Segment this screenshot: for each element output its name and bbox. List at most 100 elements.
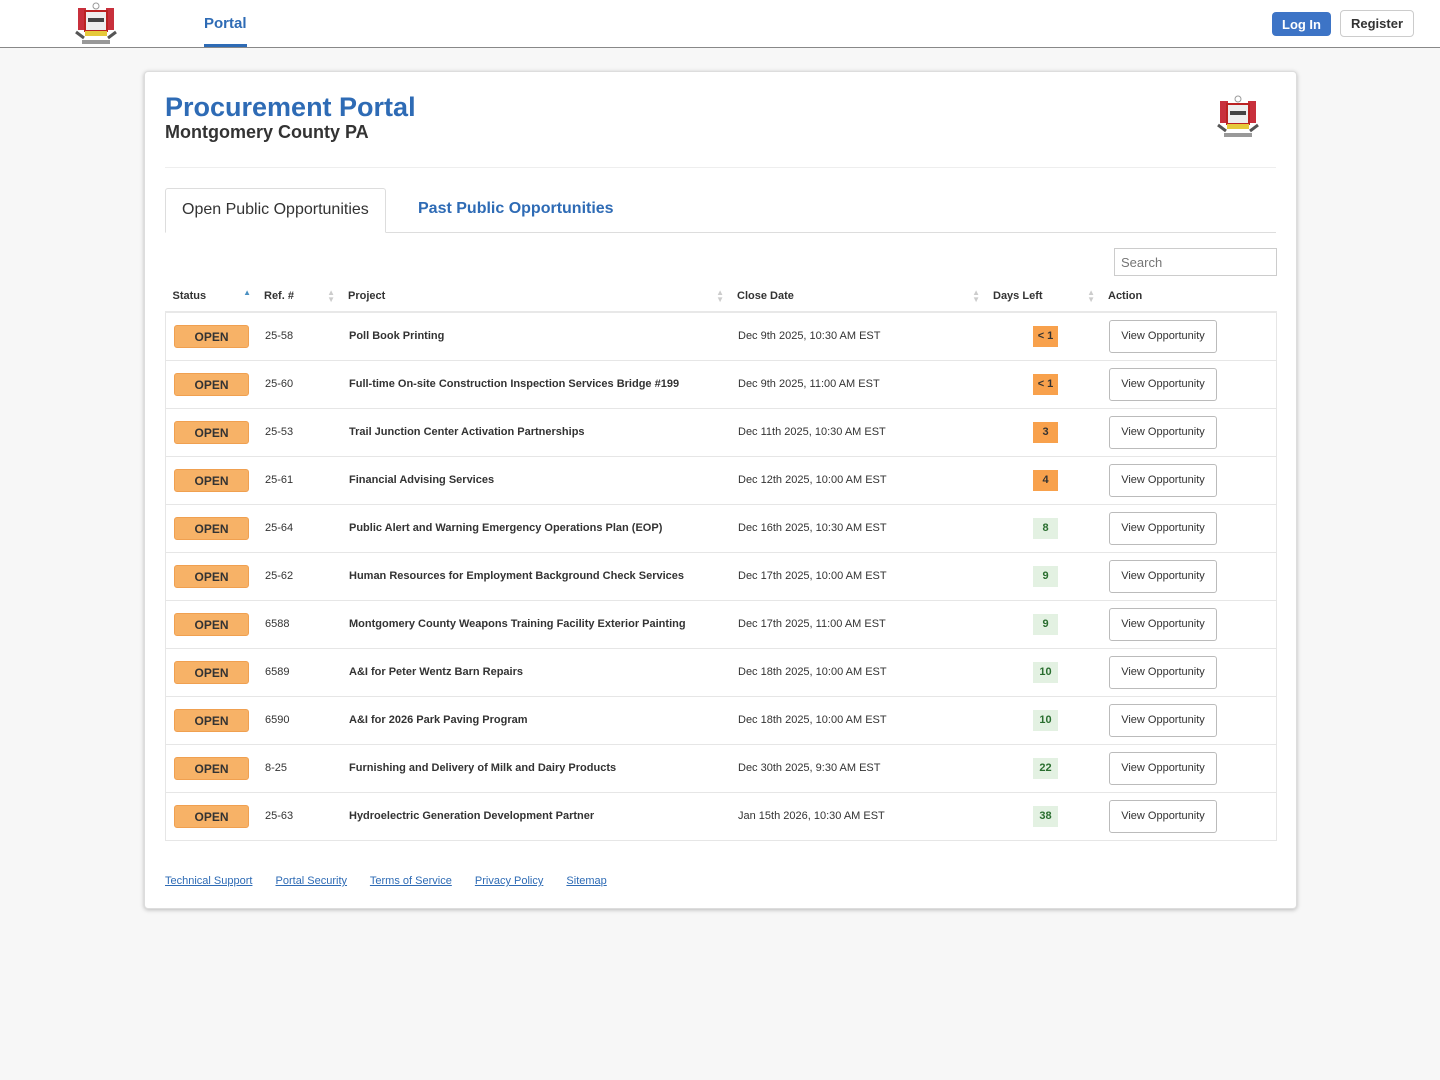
days-left-badge: 8	[1033, 517, 1058, 539]
days-left-badge: < 1	[1033, 325, 1058, 347]
cell-days-left: 9	[986, 551, 1101, 600]
cell-action: View Opportunity	[1101, 791, 1277, 840]
column-label: Days Left	[993, 289, 1043, 302]
view-opportunity-button[interactable]: View Opportunity	[1109, 319, 1217, 353]
status-badge: OPEN	[174, 372, 249, 396]
days-left-badge: 38	[1033, 805, 1058, 827]
cell-action: View Opportunity	[1101, 503, 1277, 552]
cell-status: OPEN	[165, 407, 257, 456]
cell-days-left: 10	[986, 695, 1101, 744]
cell-days-left: 3	[986, 407, 1101, 456]
days-left-badge: 9	[1033, 613, 1058, 635]
link-technical-support[interactable]: Technical Support	[165, 875, 253, 887]
cell-ref: 6588	[257, 599, 341, 648]
cell-status: OPEN	[165, 599, 257, 648]
days-left-badge: 10	[1033, 709, 1058, 731]
portal-card: Procurement Portal Montgomery County PA …	[144, 71, 1297, 909]
view-opportunity-button[interactable]: View Opportunity	[1109, 655, 1217, 689]
cell-close-date: Dec 9th 2025, 10:30 AM EST	[730, 311, 986, 360]
cell-ref: 25-64	[257, 503, 341, 552]
tab-past-opportunities[interactable]: Past Public Opportunities	[418, 200, 614, 217]
table-row: OPEN 6590 A&I for 2026 Park Paving Program…	[165, 695, 1277, 744]
column-header-status[interactable]: Status ▲	[165, 280, 257, 313]
cell-action: View Opportunity	[1101, 551, 1277, 600]
cell-days-left: 10	[986, 647, 1101, 696]
view-opportunity-button[interactable]: View Opportunity	[1109, 607, 1217, 641]
cell-action: View Opportunity	[1101, 599, 1277, 648]
column-header-project[interactable]: Project ▲ ▼	[341, 280, 730, 313]
link-sitemap[interactable]: Sitemap	[566, 875, 607, 887]
cell-project: Full-time On-site Construction Inspectio…	[341, 359, 730, 408]
table-row: OPEN 25-64 Public Alert and Warning Emerge…	[165, 503, 1277, 552]
cell-status: OPEN	[165, 647, 257, 696]
cell-close-date: Jan 15th 2026, 10:30 AM EST	[730, 791, 986, 840]
view-opportunity-button[interactable]: View Opportunity	[1109, 415, 1217, 449]
cell-action: View Opportunity	[1101, 407, 1277, 456]
cell-close-date: Dec 18th 2025, 10:00 AM EST	[730, 695, 986, 744]
cell-project: Montgomery County Weapons Training Facil…	[341, 599, 730, 648]
cell-project: Financial Advising Services	[341, 455, 730, 504]
view-opportunity-button[interactable]: View Opportunity	[1109, 511, 1217, 545]
cell-close-date: Dec 17th 2025, 11:00 AM EST	[730, 599, 986, 648]
cell-project: A&I for 2026 Park Paving Program	[341, 695, 730, 744]
column-header-ref[interactable]: Ref. # ▲ ▼	[257, 280, 341, 313]
cell-project: Human Resources for Employment Backgroun…	[341, 551, 730, 600]
cell-status: OPEN	[165, 311, 257, 360]
cell-close-date: Dec 11th 2025, 10:30 AM EST	[730, 407, 986, 456]
cell-ref: 25-61	[257, 455, 341, 504]
cell-close-date: Dec 16th 2025, 10:30 AM EST	[730, 503, 986, 552]
sort-icon: ▲ ▼	[327, 288, 335, 304]
cell-days-left: 38	[986, 791, 1101, 840]
cell-days-left: < 1	[986, 311, 1101, 360]
cell-status: OPEN	[165, 743, 257, 792]
table-row: OPEN 25-62 Human Resources for Employment …	[165, 551, 1277, 600]
cell-days-left: 22	[986, 743, 1101, 792]
link-portal-security[interactable]: Portal Security	[275, 875, 348, 887]
view-opportunity-button[interactable]: View Opportunity	[1109, 799, 1217, 833]
sort-icon: ▲ ▼	[716, 288, 724, 304]
status-badge: OPEN	[174, 516, 249, 540]
cell-close-date: Dec 18th 2025, 10:00 AM EST	[730, 647, 986, 696]
view-opportunity-button[interactable]: View Opportunity	[1109, 559, 1217, 593]
column-header-action: Action	[1101, 280, 1277, 313]
status-badge: OPEN	[174, 756, 249, 780]
nav-tab-portal[interactable]: Portal	[204, 0, 247, 47]
table-row: OPEN 25-53 Trail Junction Center Activatio…	[165, 407, 1277, 456]
cell-close-date: Dec 9th 2025, 11:00 AM EST	[730, 359, 986, 408]
days-left-badge: 9	[1033, 565, 1058, 587]
sort-icon: ▲ ▼	[972, 288, 980, 304]
view-opportunity-button[interactable]: View Opportunity	[1109, 703, 1217, 737]
column-header-close-date[interactable]: Close Date ▲ ▼	[730, 280, 986, 313]
cell-action: View Opportunity	[1101, 455, 1277, 504]
column-header-days-left[interactable]: Days Left ▲ ▼	[986, 280, 1101, 313]
days-left-badge: 22	[1033, 757, 1058, 779]
cell-close-date: Dec 12th 2025, 10:00 AM EST	[730, 455, 986, 504]
view-opportunity-button[interactable]: View Opportunity	[1109, 463, 1217, 497]
table-row: OPEN 25-60 Full-time On-site Construction …	[165, 359, 1277, 408]
page-subtitle: Montgomery County PA	[165, 122, 369, 142]
link-terms-of-service[interactable]: Terms of Service	[369, 875, 452, 887]
link-privacy-policy[interactable]: Privacy Policy	[474, 875, 544, 887]
cell-action: View Opportunity	[1101, 311, 1277, 360]
cell-ref: 25-58	[257, 311, 341, 360]
table-row: OPEN 25-61 Financial Advising Services Dec …	[165, 455, 1277, 504]
table-row: OPEN 8-25 Furnishing and Delivery of Milk …	[165, 743, 1277, 792]
cell-days-left: 9	[986, 599, 1101, 648]
county-seal-logo[interactable]	[74, 2, 118, 46]
view-opportunity-button[interactable]: View Opportunity	[1109, 367, 1217, 401]
county-seal-image	[1216, 95, 1260, 139]
status-badge: OPEN	[174, 660, 249, 684]
divider	[165, 167, 1276, 168]
view-opportunity-button[interactable]: View Opportunity	[1109, 751, 1217, 785]
cell-project: Poll Book Printing	[341, 311, 730, 360]
search-input[interactable]	[1114, 248, 1277, 276]
cell-project: A&I for Peter Wentz Barn Repairs	[341, 647, 730, 696]
login-button[interactable]: Log In	[1272, 12, 1331, 36]
column-label: Ref. #	[264, 289, 294, 302]
cell-ref: 25-60	[257, 359, 341, 408]
register-button[interactable]: Register	[1340, 10, 1414, 37]
tab-open-opportunities[interactable]: Open Public Opportunities	[165, 188, 386, 233]
column-label: Close Date	[737, 289, 794, 302]
cell-action: View Opportunity	[1101, 647, 1277, 696]
cell-action: View Opportunity	[1101, 743, 1277, 792]
